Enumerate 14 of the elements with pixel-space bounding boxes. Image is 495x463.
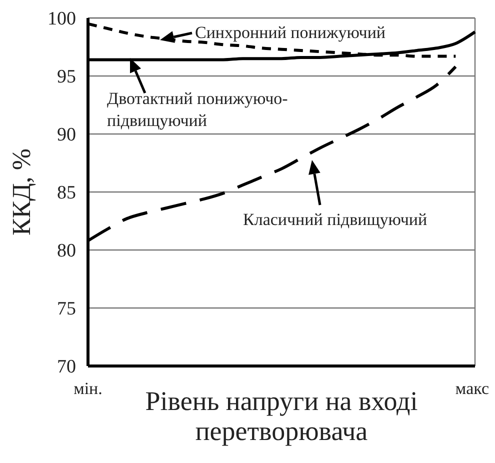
annotation: Класичний підвищуючий: [243, 210, 428, 229]
annotation: Двотактний понижуючо- підвищуючий: [107, 89, 288, 130]
y-tick-label: 70: [57, 356, 76, 378]
y-tick-label: 90: [57, 124, 76, 146]
annotation: Синхронний понижуючий: [195, 23, 386, 42]
y-tick-label: 85: [57, 182, 76, 204]
y-tick-label: 80: [57, 240, 76, 262]
x-axis-title: Рівень напруги на вході перетворювача: [145, 386, 418, 446]
y-tick-label: 95: [57, 66, 76, 88]
y-axis-title: ККД, %: [7, 148, 36, 236]
y-tick-label: 100: [48, 8, 76, 30]
x-tick-label: мін.: [74, 379, 102, 398]
x-tick-label: макс: [455, 379, 490, 398]
y-tick-label: 75: [57, 298, 76, 320]
